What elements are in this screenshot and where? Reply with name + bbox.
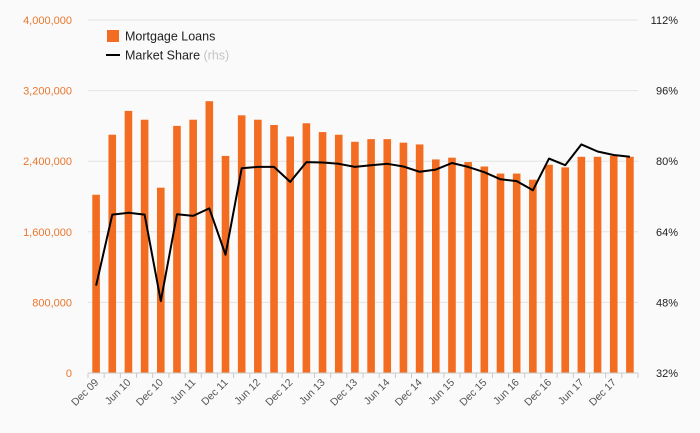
legend-swatch-mortgage-loans — [107, 30, 119, 42]
legend: Mortgage Loans Market Share (rhs) — [106, 30, 229, 63]
bar-4 — [156, 187, 165, 373]
x-tick-label-9: Jun 14 — [362, 377, 393, 408]
x-tick-label-13: Jun 16 — [491, 377, 522, 408]
left-axis-tick-labels: 0 800,000 1,600,000 2,400,000 3,200,000 4,000… — [23, 15, 72, 380]
x-tick-label-11: Jun 15 — [426, 377, 457, 408]
legend-label-1: Market Share (rhs) — [125, 49, 229, 63]
bar-7 — [205, 101, 214, 373]
bar-11 — [270, 125, 278, 373]
x-tick-label-16: Dec 17 — [587, 377, 619, 409]
axes — [87, 372, 639, 378]
bar-5 — [173, 125, 181, 374]
bar-19 — [399, 142, 408, 373]
bar-8 — [221, 155, 230, 373]
left-tick-label-5: 4,000,000 — [23, 15, 72, 27]
bar-26 — [512, 173, 521, 373]
x-tick-label-2: Dec 10 — [134, 377, 166, 409]
bar-14 — [318, 132, 327, 373]
legend-name-1: Market Share — [125, 49, 200, 63]
x-tick-label-10: Dec 14 — [393, 377, 425, 409]
left-tick-label-3: 2,400,000 — [23, 156, 72, 168]
bar-25 — [496, 173, 505, 373]
x-tick-label-12: Dec 15 — [457, 377, 489, 409]
x-tick-label-6: Dec 12 — [263, 377, 295, 409]
bar-27 — [529, 179, 537, 373]
bar-33 — [626, 156, 634, 373]
bar-20 — [415, 144, 424, 373]
bar-16 — [351, 141, 359, 373]
right-tick-label-3: 80% — [656, 156, 678, 168]
bar-30 — [577, 156, 586, 373]
bar-18 — [383, 139, 392, 373]
left-tick-label-1: 800,000 — [32, 297, 72, 309]
bar-17 — [367, 139, 375, 373]
right-tick-label-4: 96% — [656, 86, 678, 98]
bar-28 — [545, 164, 553, 373]
bar-9 — [237, 115, 246, 373]
x-tick-label-15: Jun 17 — [556, 377, 587, 408]
x-tick-label-14: Dec 16 — [522, 377, 554, 409]
bar-24 — [480, 166, 489, 373]
market-share-line — [95, 143, 631, 303]
x-tick-label-0: Dec 09 — [69, 377, 101, 409]
bar-22 — [448, 157, 456, 373]
left-tick-label-0: 0 — [66, 368, 72, 380]
bar-1 — [108, 134, 117, 373]
bar-31 — [593, 156, 602, 373]
x-axis-tick-labels: Dec 09 Jun 10 Dec 10 Jun 11 Dec 11 Jun 12 Dec … — [69, 377, 619, 409]
bar-13 — [302, 123, 311, 373]
bar-2 — [124, 110, 133, 374]
right-tick-label-2: 64% — [656, 227, 678, 239]
bar-10 — [254, 119, 262, 373]
bar-21 — [431, 159, 440, 373]
right-tick-label-0: 32% — [656, 368, 678, 380]
right-tick-label-5: 112% — [651, 15, 679, 27]
bar-3 — [140, 119, 149, 373]
left-tick-label-4: 3,200,000 — [23, 86, 72, 98]
bar-15 — [334, 134, 343, 373]
left-tick-label-2: 1,600,000 — [23, 227, 72, 239]
right-tick-label-1: 48% — [656, 297, 678, 309]
bar-29 — [561, 167, 570, 373]
x-tick-label-8: Dec 13 — [328, 377, 360, 409]
bar-32 — [609, 155, 618, 373]
legend-name-0: Mortgage Loans — [125, 30, 215, 44]
x-tick-label-5: Jun 12 — [232, 377, 263, 408]
bar-6 — [189, 119, 197, 373]
right-axis-tick-labels: 32% 48% 64% 80% 96% 112% — [651, 15, 679, 380]
line-series-market-share — [95, 143, 631, 303]
x-tick-label-4: Dec 11 — [199, 377, 231, 409]
bar-23 — [464, 162, 472, 373]
x-tick-label-3: Jun 11 — [168, 377, 198, 407]
legend-suffix-1: (rhs) — [200, 49, 229, 63]
x-tick-label-1: Jun 10 — [103, 377, 134, 408]
legend-label-0: Mortgage Loans — [125, 30, 215, 44]
x-tick-label-7: Jun 13 — [297, 377, 328, 408]
bar-12 — [286, 136, 295, 373]
